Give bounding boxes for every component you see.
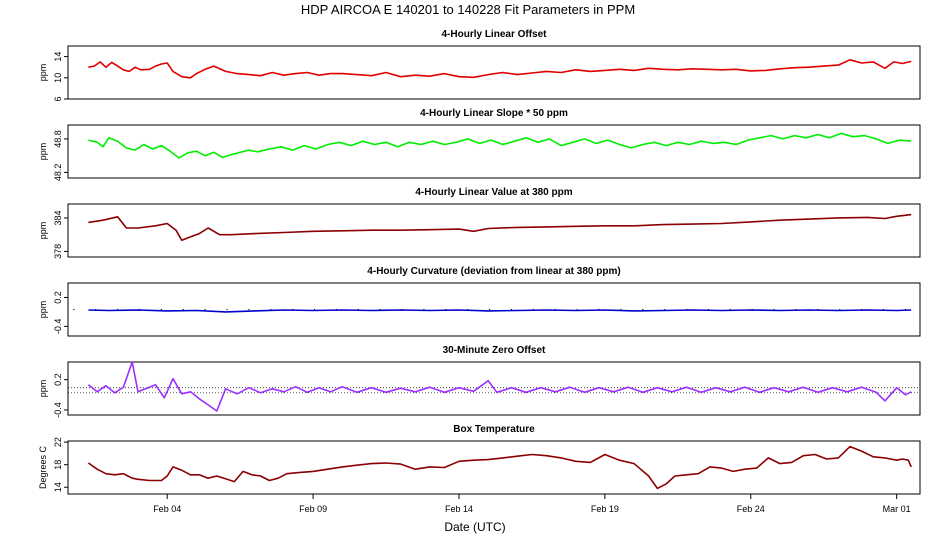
panel-value: 4-Hourly Linear Value at 380 ppm 378 384 pp… (38, 187, 921, 259)
reference-dot (73, 308, 75, 311)
y-tick-label-offset-1: 10 (53, 73, 63, 83)
reference-dot (642, 308, 644, 311)
panel-title-slope: 4-Hourly Linear Slope * 50 ppm (420, 108, 568, 119)
y-axis-label-temperature: Degrees C (38, 445, 48, 489)
panel-frame-curvature (67, 282, 921, 337)
x-axis-label: Date (UTC) (444, 520, 505, 534)
y-tick-label-zero-1: 0.2 (53, 373, 63, 386)
y-tick-label-slope-1: 48.8 (53, 130, 63, 148)
y-axis-label-zero: ppm (38, 380, 48, 398)
reference-dot (226, 308, 228, 311)
y-tick-label-offset-2: 14 (53, 52, 63, 62)
y-axis-label-value: ppm (38, 222, 48, 240)
y-tick-label-offset-0: 6 (53, 96, 63, 101)
y-axis-label-curvature: ppm (38, 301, 48, 319)
x-tick-label-5: Mar 01 (883, 504, 911, 514)
series-line-zero (87, 361, 912, 412)
panel-title-value: 4-Hourly Linear Value at 380 ppm (415, 187, 572, 198)
x-tick-label-1: Feb 09 (299, 504, 327, 514)
reference-dot (160, 308, 162, 311)
y-tick-label-temperature-2: 22 (53, 437, 63, 447)
y-tick-label-value-1: 384 (53, 210, 63, 225)
panel-curvature: 4-Hourly Curvature (deviation from linea… (38, 266, 921, 337)
x-tick-label-4: Feb 24 (737, 504, 765, 514)
x-tick-label-3: Feb 19 (591, 504, 619, 514)
panel-temperature: Box Temperature 14 18 22 Degrees C (38, 424, 921, 495)
panel-offset: 4-Hourly Linear Offset 6 10 14 ppm (38, 29, 921, 102)
reference-dot (248, 308, 250, 311)
reference-dot (204, 308, 206, 311)
y-tick-label-curvature-1: 0.2 (53, 291, 63, 304)
x-tick-label-2: Feb 14 (445, 504, 473, 514)
x-axis: Feb 04 Feb 09 Feb 14 Feb 19 Feb 24 Mar 01 (153, 494, 911, 514)
panel-frame-offset (67, 45, 921, 100)
y-tick-label-curvature-0: -0.4 (53, 319, 63, 335)
x-tick-label-0: Feb 04 (153, 504, 181, 514)
panel-frame-temperature (67, 440, 921, 495)
series-line-offset (88, 58, 912, 79)
panel-frame-value (67, 203, 921, 258)
y-tick-label-zero-0: -0.4 (53, 402, 63, 418)
panel-title-temperature: Box Temperature (453, 424, 535, 435)
y-tick-label-value-0: 378 (53, 244, 63, 259)
reference-dot (489, 308, 491, 311)
panel-title-offset: 4-Hourly Linear Offset (441, 29, 547, 40)
panel-zero: 30-Minute Zero Offset -0.4 0.2 ppm (38, 345, 921, 418)
panel-frame-zero (67, 361, 921, 416)
panel-frame-slope (67, 124, 921, 179)
y-tick-label-slope-0: 48.2 (53, 164, 63, 182)
y-axis-label-slope: ppm (38, 143, 48, 161)
y-axis-label-offset: ppm (38, 64, 48, 82)
chart-title: HDP AIRCOA E 140201 to 140228 Fit Parame… (301, 2, 635, 17)
y-tick-label-temperature-0: 14 (53, 482, 63, 492)
y-tick-label-temperature-1: 18 (53, 460, 63, 470)
series-line-value (88, 213, 912, 242)
panel-title-curvature: 4-Hourly Curvature (deviation from linea… (367, 266, 620, 277)
panel-slope: 4-Hourly Linear Slope * 50 ppm 48.2 48.8 pp… (38, 108, 921, 182)
series-line-temperature (87, 445, 912, 490)
series-line-curvature (88, 309, 912, 313)
series-line-slope (88, 132, 912, 159)
reference-dot (182, 308, 184, 311)
panel-title-zero: 30-Minute Zero Offset (443, 345, 546, 356)
